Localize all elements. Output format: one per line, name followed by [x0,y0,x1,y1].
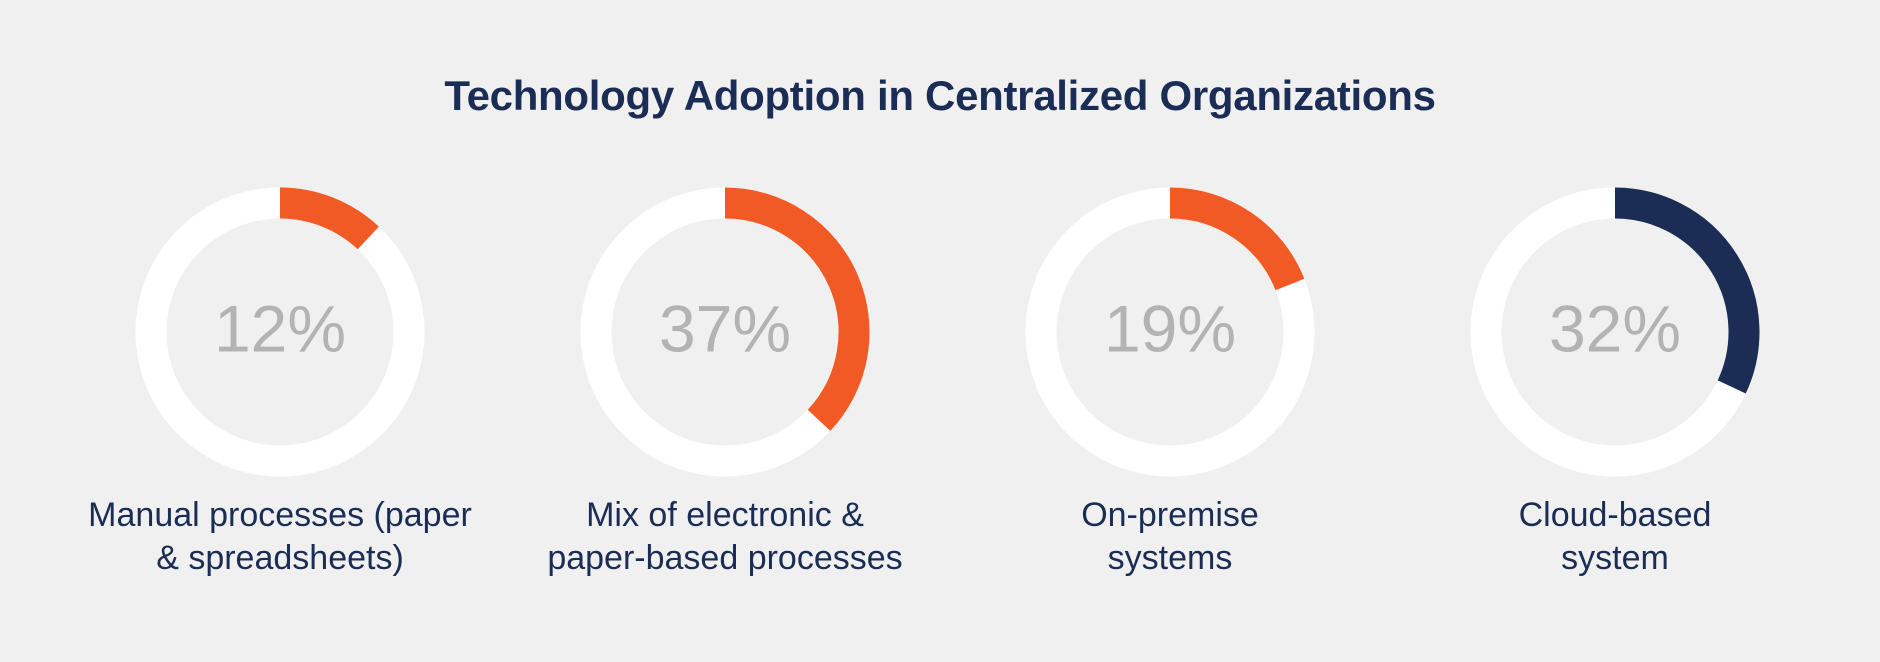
donut-chart: 19% [1025,187,1315,477]
percent-label: 37% [659,291,791,365]
category-label-line: & spreadsheets) [156,539,404,577]
chart-title: Technology Adoption in Centralized Organ… [444,72,1436,119]
category-label-line: Cloud-based [1518,496,1712,534]
donut-chart: 12% [135,187,425,477]
category-label-line: Manual processes (paper [88,496,472,534]
donut-value-arc [279,187,379,250]
percent-label: 19% [1104,291,1236,365]
category-label-line: Mix of electronic & [586,496,864,534]
category-label-line: On-premise [1081,496,1259,534]
category-label: On-premise systems [940,494,1400,580]
category-label: Manual processes (paper & spreadsheets) [50,494,510,580]
category-label-line: paper-based processes [547,539,903,577]
donut-value-arc [1169,187,1305,291]
category-label-line: system [1561,539,1669,577]
donut-value-arc [1614,187,1760,394]
percent-label: 12% [214,291,346,365]
category-label: Cloud-based system [1385,494,1845,580]
category-label-line: systems [1107,539,1233,577]
category-label: Mix of electronic & paper-based processes [495,494,955,580]
donut-chart: 32% [1470,187,1760,477]
percent-label: 32% [1549,291,1681,365]
donut-chart: 37% [580,187,870,477]
donut-value-arc [724,187,870,431]
